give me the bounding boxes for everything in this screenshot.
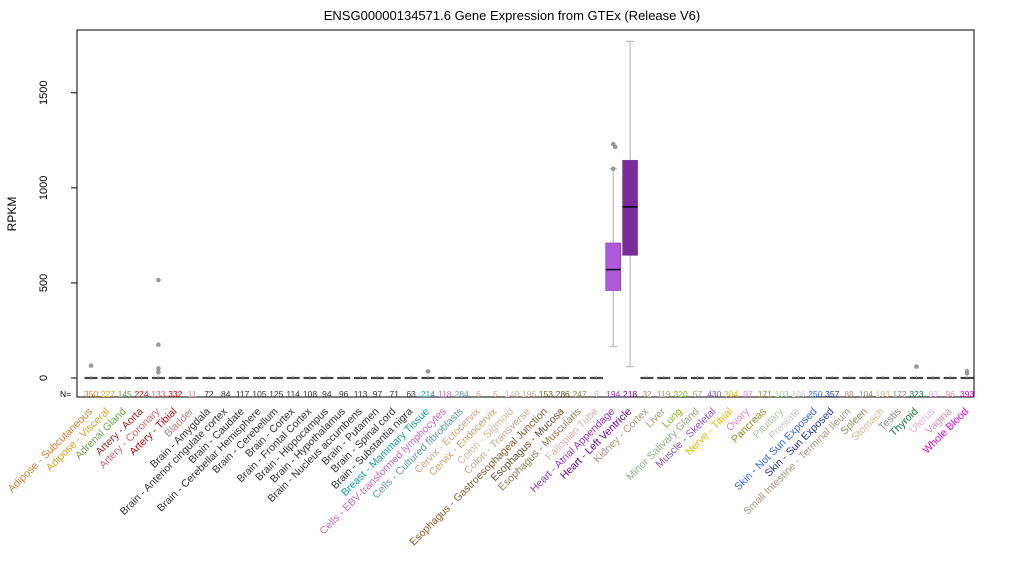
sample-count-label: 119 <box>657 389 671 399</box>
sample-count-label: 117 <box>236 389 250 399</box>
sample-count-label: 72 <box>204 389 214 399</box>
sample-count-label: 149 <box>505 389 519 399</box>
sample-count-label: 284 <box>455 389 469 399</box>
sample-count-label: 97 <box>743 389 753 399</box>
sample-count-label: 88 <box>844 389 854 399</box>
sample-count-label: 93 <box>929 389 939 399</box>
y-axis-label: RPKM <box>5 197 19 232</box>
sample-count-label: 304 <box>724 389 738 399</box>
sample-count-label: 71 <box>389 389 399 399</box>
outlier-point <box>156 366 161 371</box>
sample-count-label: 108 <box>303 389 317 399</box>
sample-count-label: 133 <box>151 389 165 399</box>
box <box>622 159 638 256</box>
sample-count-labels: 350 227 145 224 133 332 11 72 84 117 105 125 114 108 9… <box>84 389 974 399</box>
outlier-point <box>156 277 161 283</box>
sample-count-label: 125 <box>269 389 283 399</box>
sample-count-label: 97 <box>373 389 383 399</box>
sample-count-label: 103 <box>775 389 789 399</box>
n-prefix-label: N= <box>60 389 71 399</box>
y-axis: 0 500 1000 1500 <box>38 81 78 381</box>
outlier-point <box>156 369 161 375</box>
sample-count-label: 194 <box>606 389 620 399</box>
box-layer <box>84 40 974 380</box>
sample-count-label: 84 <box>221 389 231 399</box>
sample-count-label: 57 <box>693 389 703 399</box>
plot-frame <box>76 29 975 398</box>
chart-title: ENSG00000134571.6 Gene Expression from G… <box>324 8 700 23</box>
sample-count-label: 96 <box>339 389 349 399</box>
sample-count-label: 96 <box>945 389 955 399</box>
sample-count-label: 357 <box>825 389 839 399</box>
sample-count-label: 227 <box>101 389 115 399</box>
sample-count-label: 32 <box>642 389 652 399</box>
outlier-point <box>425 369 431 374</box>
sample-count-label: 172 <box>893 389 907 399</box>
sample-count-label: 247 <box>572 389 586 399</box>
sample-count-label: 430 <box>707 389 721 399</box>
sample-count-label: 171 <box>758 389 772 399</box>
outlier-point <box>914 364 919 369</box>
outlier-point <box>156 342 161 348</box>
outlier-point <box>612 144 618 150</box>
y-tick-label: 1000 <box>38 176 50 200</box>
sample-count-label: 153 <box>539 389 553 399</box>
sample-count-label: 105 <box>252 389 266 399</box>
sample-count-label: 6 <box>594 389 599 399</box>
box <box>605 242 622 291</box>
sample-count-label: 114 <box>286 389 300 399</box>
sample-count-label: 5 <box>493 389 498 399</box>
y-tick-label: 500 <box>38 274 50 292</box>
sample-count-label: 6 <box>476 389 481 399</box>
sample-count-label: 393 <box>960 389 974 399</box>
sample-count-label: 106 <box>791 389 805 399</box>
outlier-point <box>610 166 616 172</box>
outlier-point <box>88 363 94 368</box>
sample-count-label: 104 <box>859 389 873 399</box>
sample-count-label: 63 <box>406 389 416 399</box>
y-tick-label: 0 <box>38 375 50 381</box>
sample-count-label: 250 <box>808 389 822 399</box>
sample-count-label: 323 <box>909 389 923 399</box>
sample-count-label: 320 <box>674 389 688 399</box>
sample-count-label: 196 <box>522 389 536 399</box>
sample-count-label: 94 <box>322 389 332 399</box>
sample-count-label: 193 <box>876 389 890 399</box>
sample-count-label: 224 <box>134 389 148 399</box>
sample-count-label: 218 <box>623 389 637 399</box>
sample-count-label: 286 <box>556 389 570 399</box>
sample-count-label: 145 <box>118 389 132 399</box>
sample-count-label: 332 <box>168 389 182 399</box>
sample-count-label: 350 <box>84 389 98 399</box>
sample-count-label: 11 <box>188 389 197 399</box>
y-tick-label: 1500 <box>38 81 50 105</box>
sample-count-label: 214 <box>421 389 435 399</box>
sample-count-label: 118 <box>438 389 452 399</box>
outlier-point <box>964 370 970 376</box>
sample-count-label: 113 <box>354 389 368 399</box>
